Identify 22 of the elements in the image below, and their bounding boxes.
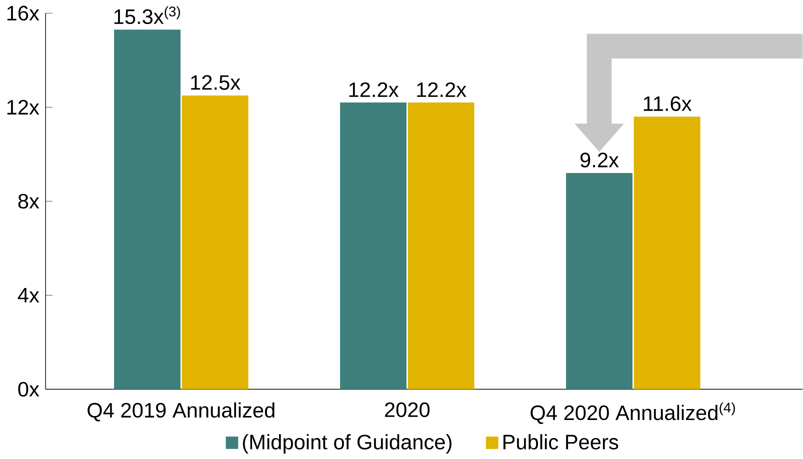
x-tick-label: Q4 2020 Annualized$^{(4)}$ <box>530 402 735 424</box>
x-tick-label: Q4 2019 Annualized <box>88 402 274 422</box>
legend-label: (Midpoint of Guidance) <box>242 434 452 454</box>
bar <box>340 102 406 390</box>
y-tick-label: 8x <box>18 194 40 209</box>
legend-label: Public Peers <box>504 434 618 450</box>
y-tick-label: 4x <box>18 288 40 302</box>
y-tick-label: 0x <box>18 382 40 397</box>
data-label: 12.5x <box>191 75 240 90</box>
x-tick-label: 2020 <box>384 402 430 418</box>
y-tick-label: 16x <box>7 6 40 21</box>
bar <box>408 102 474 390</box>
bar <box>566 173 632 390</box>
data-label: 12.2x <box>417 82 466 98</box>
bar <box>182 96 248 390</box>
data-label: 9.2x <box>580 152 619 168</box>
data-label: 12.2x <box>349 82 399 98</box>
bar <box>634 116 700 390</box>
y-tick-label: 12x <box>7 100 40 115</box>
data-label: 11.6x <box>644 96 692 112</box>
data-label: 15.3x$^{(3)}$ <box>114 6 180 24</box>
bar <box>114 30 181 390</box>
